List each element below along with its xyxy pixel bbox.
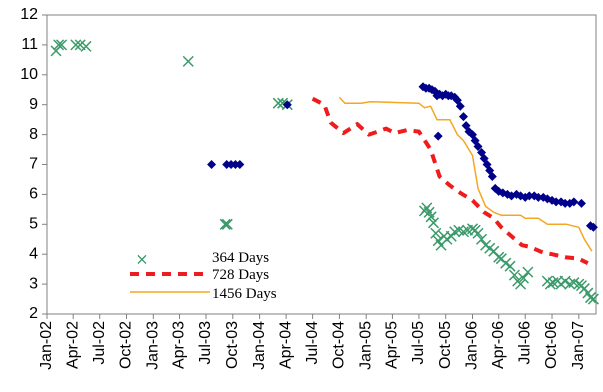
y-tick-label: 3	[29, 275, 38, 292]
x-tick-label: Oct-03	[224, 321, 241, 369]
y-tick-label: 7	[29, 156, 38, 173]
data-point	[551, 197, 561, 207]
y-tick-label: 11	[21, 36, 38, 53]
data-point	[522, 266, 534, 278]
series-line	[311, 96, 589, 265]
x-tick-label: Jul-06	[516, 321, 533, 365]
data-point	[70, 39, 82, 51]
data-point	[80, 40, 92, 52]
legend-label-1456: 1456 Days	[212, 286, 277, 302]
legend-marker-364: ×	[135, 250, 148, 269]
x-tick-label: Apr-04	[277, 321, 294, 369]
x-tick-label: Jan-05	[357, 321, 374, 370]
data-point	[524, 191, 534, 201]
data-point	[564, 278, 576, 290]
data-point	[476, 233, 488, 245]
legend-label-728: 728 Days	[212, 267, 269, 283]
x-tick-label: Jan-04	[251, 321, 268, 370]
legend-item-364: × 364 Days	[135, 250, 269, 269]
data-point	[449, 226, 461, 238]
data-point	[584, 292, 596, 304]
data-point	[207, 160, 217, 169]
y-tick-label: 2	[29, 305, 38, 322]
data-point	[515, 278, 527, 290]
data-point	[508, 269, 520, 281]
series-unnamed-3	[207, 82, 598, 232]
data-point	[487, 171, 497, 181]
y-tick-label: 12	[20, 6, 38, 23]
data-point	[472, 227, 484, 239]
series-layer	[50, 39, 599, 305]
data-point	[235, 160, 245, 169]
data-point	[504, 260, 516, 272]
x-tick-label: Jul-02	[91, 321, 108, 365]
x-tick-label: Jan-07	[570, 321, 587, 370]
data-point	[576, 198, 586, 208]
data-point	[517, 272, 530, 284]
x-tick-label: Oct-05	[437, 321, 454, 369]
data-point	[425, 211, 437, 223]
data-point	[473, 142, 483, 152]
data-point	[560, 198, 570, 208]
data-point	[272, 97, 284, 109]
data-point	[457, 226, 470, 238]
series-line	[338, 96, 593, 252]
legend-item-1456: 1456 Days	[130, 286, 277, 302]
y-tick-label: 5	[29, 216, 38, 233]
data-point	[461, 121, 471, 131]
x-tick-label: Jul-03	[197, 321, 214, 365]
data-point	[53, 39, 65, 51]
data-point	[455, 101, 465, 111]
data-point	[458, 112, 468, 122]
data-point	[544, 278, 556, 290]
legend-item-728: 728 Days	[130, 267, 269, 283]
data-point	[282, 100, 292, 110]
x-tick-label: Jan-03	[145, 321, 162, 370]
x-tick-label: Oct-02	[118, 321, 135, 369]
x-tick-label: Apr-02	[64, 321, 81, 369]
data-point	[587, 293, 599, 305]
data-point	[430, 227, 442, 239]
x-tick-label: Jul-05	[410, 321, 427, 365]
x-tick-label: Jul-04	[304, 321, 321, 365]
data-point	[427, 217, 440, 229]
legend: × 364 Days 728 Days 1456 Days	[130, 250, 277, 302]
x-tick-label: Jan-02	[38, 321, 55, 370]
series-1456-days	[338, 96, 593, 252]
data-point	[588, 222, 598, 232]
series-728-days	[311, 96, 589, 265]
x-tick-label: Oct-06	[543, 321, 560, 369]
x-tick-label: Apr-03	[171, 321, 188, 369]
x-tick-label: Jan-06	[464, 321, 481, 370]
y-tick-label: 8	[29, 126, 38, 143]
x-axis: Jan-02 Apr-02 Jul-02 Oct-02 Jan-03 Apr-03 Jul-…	[38, 314, 587, 370]
data-point	[219, 218, 231, 230]
data-point	[182, 55, 194, 67]
y-tick-label: 9	[29, 96, 38, 113]
y-tick-label: 6	[29, 186, 38, 203]
legend-label-364: 364 Days	[212, 250, 269, 266]
series-364-days	[50, 39, 599, 305]
data-point	[221, 218, 233, 230]
data-point	[56, 39, 68, 51]
y-tick-label: 10	[20, 66, 38, 83]
data-point	[433, 131, 443, 141]
x-tick-label: Apr-05	[384, 321, 401, 369]
data-point	[533, 192, 543, 202]
data-point	[569, 197, 579, 207]
x-tick-label: Apr-06	[490, 321, 507, 369]
y-axis: 2 3 4 5 6 7 8 9 10 11 12	[20, 6, 47, 322]
y-tick-label: 4	[29, 245, 38, 262]
x-tick-label: Oct-04	[331, 321, 348, 369]
